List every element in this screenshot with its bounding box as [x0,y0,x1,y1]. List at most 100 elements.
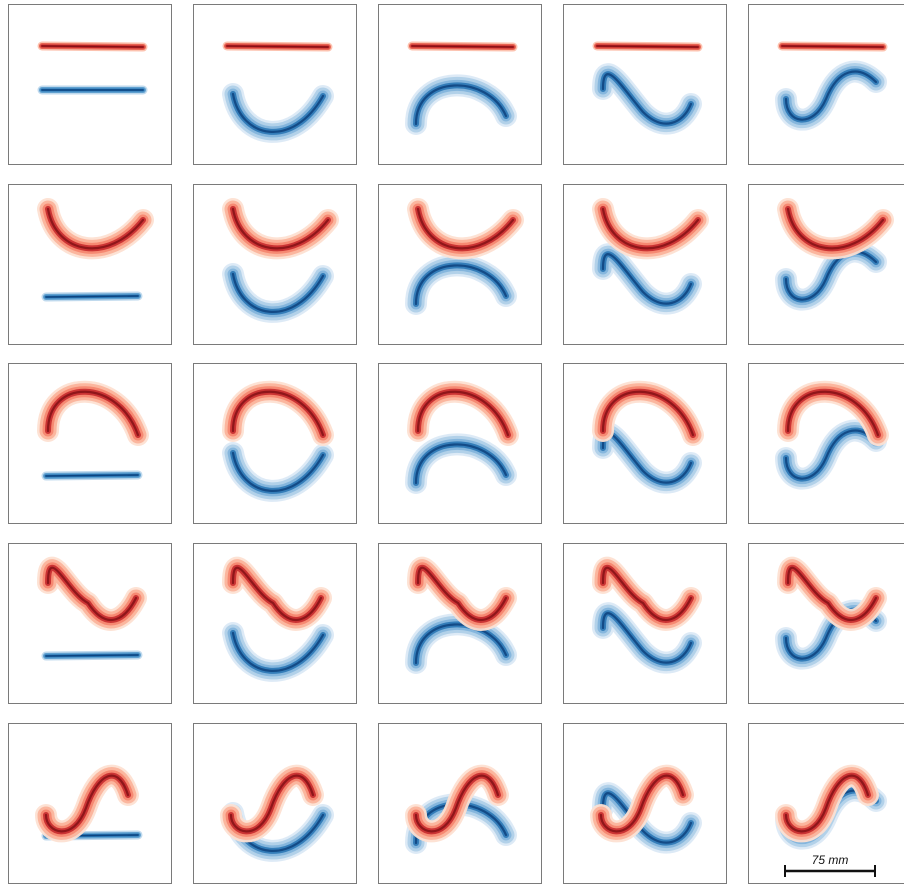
red-shape-wave-s [220,764,324,843]
red-shape-wave-s-layer-4 [414,774,500,833]
panel-r1-c5 [748,4,904,165]
red-shape-line-high-layer-3 [226,45,329,48]
panel-frame [8,4,172,165]
red-shape-cup-layer-4 [416,207,515,250]
blue-shape-cup [222,83,334,143]
blue-shape-wave-tilde-layer-4 [601,612,693,664]
red-shape-cup-layer-4 [786,207,885,250]
red-shape-cup [37,198,154,260]
red-shape-line-high [222,41,333,52]
red-shape-cap [37,380,149,446]
panel-r4-c5 [748,543,904,704]
blue-shape-cap [405,74,517,135]
red-shape-cup [222,198,339,260]
blue-shape-wave-s-layer-4 [784,429,878,480]
red-shape-cap [592,380,704,446]
red-shape-wave-tilde [592,556,702,631]
red-shape-cup-layer-4 [601,207,700,250]
blue-shape-line-low [41,291,143,302]
blue-shape-cup [222,442,334,502]
red-shape-wave-tilde [777,556,887,631]
red-shape-line-high [777,41,888,52]
red-shape-wave-s [405,764,509,843]
panel-r2-c2 [193,184,357,345]
blue-shape-wave-tilde-layer-4 [601,73,693,125]
blue-shape-line-low-layer-3 [45,654,139,657]
blue-shape-wave-s [775,60,887,131]
panel-frame [8,543,172,704]
panel-r5-c2 [193,723,357,884]
panel-r5-c5 [748,723,904,884]
panel-r3-c4 [563,363,727,524]
panel-r4-c2 [193,543,357,704]
red-shape-cap-layer-4 [231,390,325,437]
panel-r4-c4 [563,543,727,704]
red-shape-wave-tilde-layer-4 [601,566,693,622]
blue-shape-wave-s [775,419,887,490]
red-shape-wave-tilde-layer-4 [46,566,138,622]
panel-r3-c1 [8,363,172,524]
panel-r5-c4 [563,723,727,884]
panel-r2-c1 [8,184,172,345]
red-shape-wave-tilde-layer-4 [231,566,323,622]
red-shape-cap-layer-4 [416,390,510,437]
red-shape-cap [222,380,334,446]
panel-r5-c1 [8,723,172,884]
blue-shape-wave-s-layer-4 [784,70,878,121]
blue-shape-wave-tilde [592,782,702,854]
red-shape-wave-s [775,764,879,843]
red-shape-wave-tilde [222,556,332,631]
red-shape-line-high-layer-3 [596,45,699,48]
panel-r3-c3 [378,363,542,524]
blue-shape-wave-tilde [592,63,702,135]
panel-r1-c4 [563,4,727,165]
red-shape-cap-layer-4 [786,390,880,437]
red-shape-cup-layer-4 [231,207,330,250]
red-shape-wave-tilde-layer-4 [416,566,508,622]
red-shape-cup [592,198,709,260]
red-shape-cup [777,198,894,260]
red-shape-cap-layer-4 [46,390,140,437]
blue-shape-cap-layer-4 [414,443,508,485]
panel-r5-c3 [378,723,542,884]
red-shape-line-high-layer-3 [41,45,144,48]
blue-shape-cup-layer-4 [231,451,325,492]
red-shape-wave-tilde-layer-4 [786,566,878,622]
panel-r4-c1 [8,543,172,704]
blue-shape-cup-layer-4 [231,92,325,133]
red-shape-line-high-layer-3 [781,45,884,48]
panel-frame [563,543,727,704]
red-shape-line-high [592,41,703,52]
blue-shape-wave-tilde-layer-4 [601,253,693,305]
panel-r1-c2 [193,4,357,165]
panel-r1-c3 [378,4,542,165]
blue-shape-line-low-layer-3 [45,474,139,477]
panel-r2-c4 [563,184,727,345]
blue-shape-cap [405,433,517,494]
red-shape-wave-s-layer-4 [599,774,685,833]
blue-shape-line-low [41,470,143,481]
blue-shape-wave-tilde [592,243,702,315]
red-shape-cup [407,198,524,260]
red-shape-line-high-layer-3 [411,45,514,48]
red-shape-wave-s-layer-4 [44,774,130,833]
panel-frame [378,723,542,884]
panel-r1-c1 [8,4,172,165]
panel-frame [563,723,727,884]
blue-shape-cap [405,254,517,315]
panel-r3-c2 [193,363,357,524]
panel-r2-c5 [748,184,904,345]
blue-shape-cap-layer-4 [414,623,508,665]
red-shape-wave-tilde [37,556,147,631]
red-shape-line-high [407,41,518,52]
red-shape-cap [407,380,519,446]
red-shape-wave-s-layer-4 [784,774,870,833]
panel-r2-c3 [378,184,542,345]
blue-shape-cup [222,263,334,323]
blue-shape-cap [405,613,517,674]
panel-frame [563,184,727,345]
panel-frame [8,184,172,345]
blue-shape-wave-tilde [592,602,702,674]
panel-r3-c5 [748,363,904,524]
